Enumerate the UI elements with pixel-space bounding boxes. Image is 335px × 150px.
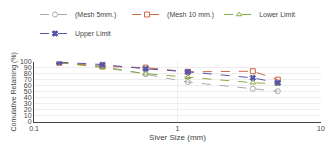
svg-text:90: 90 xyxy=(24,64,32,71)
svg-text:60: 60 xyxy=(24,82,32,89)
svg-text:50: 50 xyxy=(24,88,32,95)
svg-text:1: 1 xyxy=(176,125,180,132)
svg-text:Comulative Retaining (%): Comulative Retaining (%) xyxy=(10,52,18,131)
svg-text:10: 10 xyxy=(317,125,325,132)
svg-text:Lower Limit: Lower Limit xyxy=(259,11,295,18)
svg-text:0.1: 0.1 xyxy=(29,125,39,132)
svg-text:(Mesh 10 mm.): (Mesh 10 mm.) xyxy=(167,11,214,19)
svg-text:Siver Size (mm): Siver Size (mm) xyxy=(149,133,206,142)
svg-text:Upper Limit: Upper Limit xyxy=(75,30,111,38)
svg-text:0: 0 xyxy=(28,118,32,125)
svg-text:10: 10 xyxy=(24,112,32,119)
svg-text:30: 30 xyxy=(24,100,32,107)
svg-text:20: 20 xyxy=(24,106,32,113)
svg-text:40: 40 xyxy=(24,94,32,101)
svg-text:100: 100 xyxy=(20,58,32,65)
svg-text:(Mesh 5mm.): (Mesh 5mm.) xyxy=(75,11,116,19)
svg-text:80: 80 xyxy=(24,70,32,77)
svg-text:70: 70 xyxy=(24,76,32,83)
